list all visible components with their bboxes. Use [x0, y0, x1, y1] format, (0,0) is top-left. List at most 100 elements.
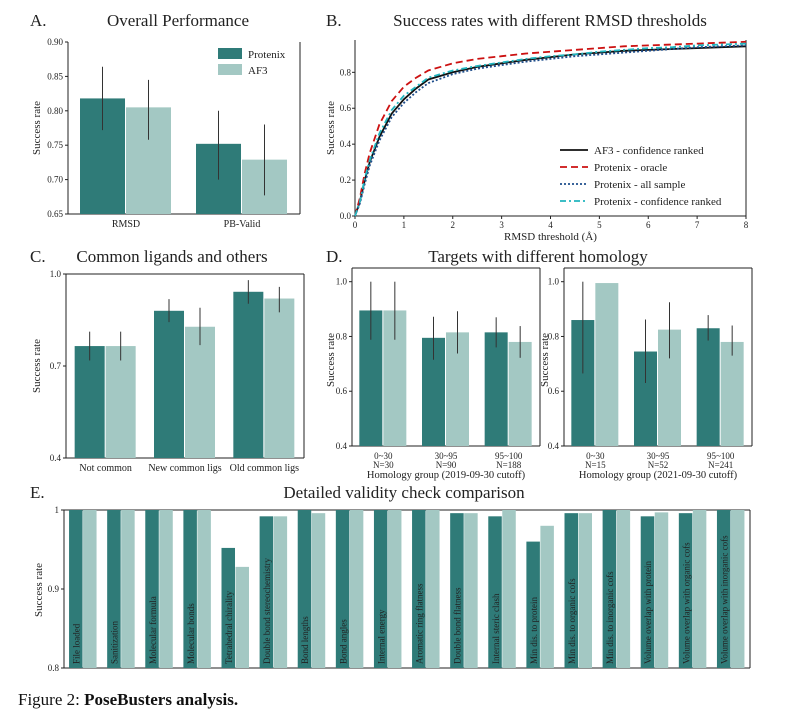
x-tick-label: New common ligs — [148, 463, 221, 474]
figure-caption: Figure 2: PoseBusters analysis. — [18, 690, 238, 710]
bar-protenix — [422, 337, 445, 446]
bar-protenix — [696, 328, 720, 446]
y-tick-label: 0.4 — [340, 139, 352, 149]
bar-protenix — [526, 541, 540, 668]
x-tick-label: Min dis. to organic cofs — [567, 578, 577, 664]
bar-af3 — [540, 525, 554, 668]
line-series — [354, 40, 747, 217]
panel-label: E. — [30, 483, 45, 502]
bar-protenix — [634, 351, 657, 446]
x-count-label: N=15 — [585, 460, 606, 470]
y-axis-label: Success rate — [325, 333, 337, 387]
y-tick-label: 0.80 — [47, 106, 63, 116]
chart-title: Targets with different homology — [428, 247, 648, 266]
panel-e-validity-checks: E. Detailed validity check comparison Succ… — [30, 483, 751, 673]
bar-protenix — [678, 513, 693, 668]
x-tick-label: RMSD — [112, 219, 140, 230]
y-tick-label: 0.9 — [48, 584, 60, 594]
x-tick-label: Molecular bonds — [186, 603, 196, 664]
y-tick-label: 0.65 — [47, 209, 63, 219]
panel-a-overall-performance: A. Overall Performance Success rate 0.65 0.7… — [30, 11, 301, 230]
bar-af3 — [185, 326, 215, 458]
bar-protenix — [297, 510, 312, 668]
panel-d-homology-2019: D. Targets with different homology Success… — [325, 247, 648, 481]
bar-protenix — [412, 510, 426, 668]
bar-protenix — [571, 320, 595, 446]
panel-b-rmsd-thresholds: B. Success rates with different RMSD thre… — [325, 11, 749, 243]
legend-label: AF3 — [248, 65, 268, 77]
x-tick-label: Double bond flatness — [453, 587, 463, 664]
y-axis-label: Success rate — [31, 101, 43, 155]
bar-af3 — [446, 332, 469, 446]
y-tick-label: 0.4 — [336, 441, 348, 451]
x-tick-label: 30~95 — [435, 451, 458, 461]
chart-title: Common ligands and others — [76, 247, 267, 266]
caption-bold: PoseBusters analysis. — [84, 690, 239, 709]
y-tick-label: 0.4 — [548, 441, 560, 451]
bar-af3 — [311, 513, 326, 668]
x-tick-label: 5 — [597, 220, 602, 230]
bar-protenix — [74, 346, 105, 458]
bar-af3 — [508, 341, 532, 446]
line-series — [354, 45, 747, 217]
x-tick-label: Not common — [79, 463, 132, 474]
x-tick-label: 30~95 — [647, 451, 670, 461]
legend-label: Protenix - all sample — [594, 179, 685, 191]
bar-protenix — [69, 510, 83, 668]
x-tick-label: Molecular formula — [148, 596, 158, 664]
legend-swatch — [218, 64, 242, 75]
bar-af3 — [197, 510, 211, 668]
y-tick-label: 0.75 — [47, 140, 63, 150]
x-tick-label: 8 — [744, 220, 749, 230]
bar-protenix — [233, 291, 264, 458]
bar-af3 — [692, 510, 707, 668]
x-tick-label: Old common ligs — [230, 463, 300, 474]
x-tick-label: Aromatic ring flatness — [415, 583, 425, 664]
x-tick-label: Min dis. to inorganic cofs — [605, 571, 615, 664]
y-tick-label: 0.6 — [336, 386, 348, 396]
bar-af3 — [83, 510, 97, 668]
bar-af3 — [105, 346, 136, 458]
x-axis-label: Homology group (2021-09-30 cutoff) — [579, 470, 738, 481]
bar-protenix — [221, 547, 235, 668]
bar-af3 — [349, 510, 364, 668]
legend-label: Protenix — [248, 49, 286, 61]
x-tick-label: Min dis. to protein — [529, 597, 539, 664]
legend-label: Protenix - oracle — [594, 162, 667, 174]
bar-protenix — [107, 510, 121, 668]
x-tick-label: 0~30 — [586, 451, 605, 461]
x-tick-label: 4 — [548, 220, 553, 230]
bar-protenix — [373, 510, 388, 668]
bar-af3 — [235, 566, 249, 668]
x-tick-label: File loaded — [72, 623, 82, 664]
x-tick-label: PB-Valid — [224, 219, 261, 230]
bar-af3 — [616, 510, 631, 668]
bar-protenix — [640, 516, 655, 668]
x-count-label: N=30 — [373, 460, 394, 470]
x-tick-label: 95~100 — [707, 451, 735, 461]
chart-title: Overall Performance — [107, 11, 249, 30]
panel-label: B. — [326, 11, 342, 30]
caption-prefix: Figure 2: — [18, 690, 85, 709]
bar-protenix — [335, 510, 350, 668]
bar-protenix — [145, 510, 159, 668]
bar-af3 — [264, 298, 295, 458]
y-tick-label: 1 — [55, 505, 60, 515]
bar-protenix — [183, 510, 197, 668]
bar-af3 — [730, 510, 745, 668]
y-tick-label: 0.8 — [48, 663, 60, 673]
line-series — [354, 42, 747, 217]
bar-protenix — [488, 516, 502, 668]
legend-label: Protenix - confidence ranked — [594, 196, 722, 208]
panel-c-common-ligands: C. Common ligands and others Success rate 0… — [30, 247, 305, 474]
panel-label: D. — [326, 247, 343, 266]
x-axis-label: Homology group (2019-09-30 cutoff) — [367, 470, 526, 481]
y-tick-label: 0.70 — [47, 175, 63, 185]
x-tick-label: Bond angles — [338, 619, 348, 664]
bar-protenix — [450, 513, 464, 668]
line-series — [354, 44, 747, 217]
chart-title: Detailed validity check comparison — [283, 483, 525, 502]
x-tick-label: 6 — [646, 220, 651, 230]
y-tick-label: 0.8 — [548, 331, 560, 341]
y-axis-label: Success rate — [33, 563, 45, 617]
